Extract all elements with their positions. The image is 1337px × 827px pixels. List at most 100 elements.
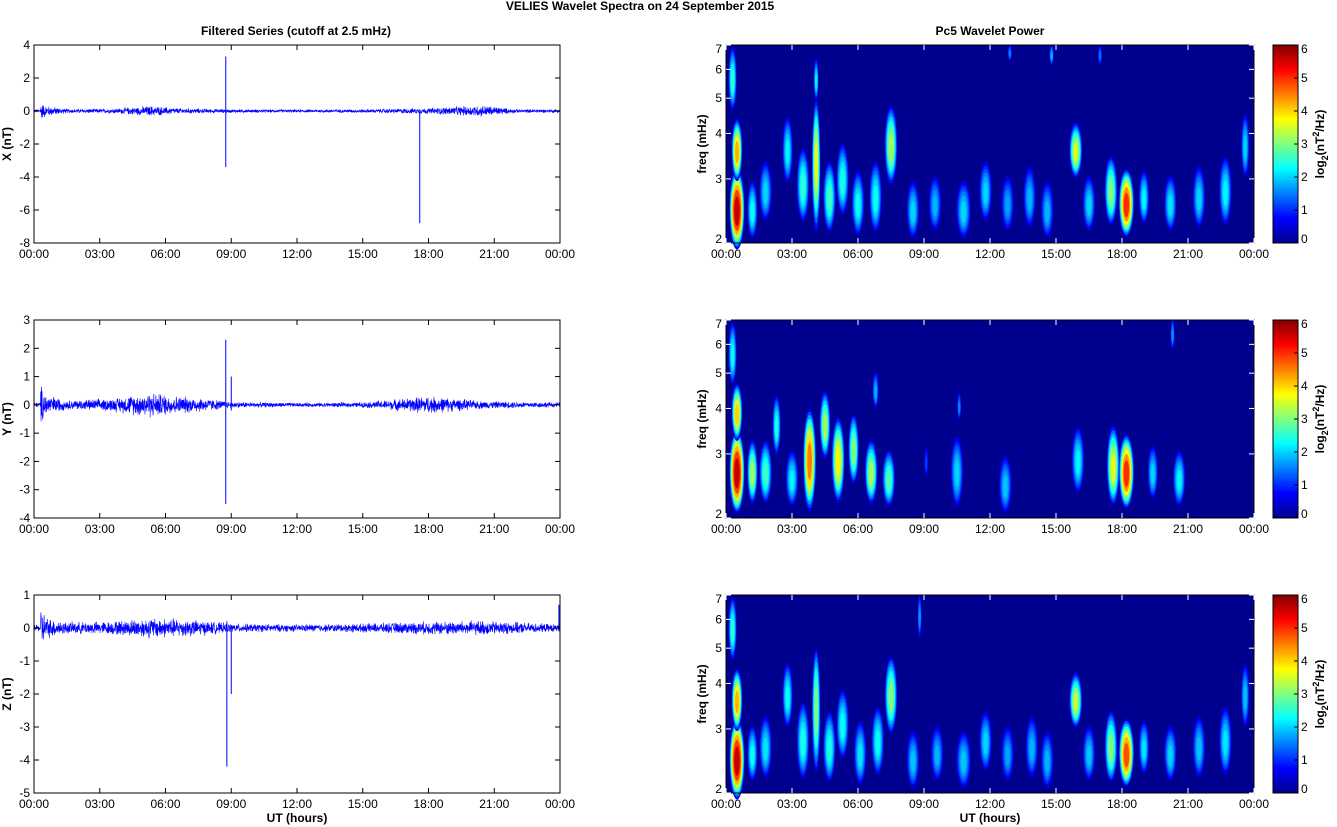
colorbar-label-part: log [1313, 435, 1327, 453]
heatmap-contour [1123, 192, 1130, 218]
heatmap-blob [1192, 716, 1206, 778]
heatmap-blob [1007, 45, 1012, 61]
heatmap-contour [1029, 737, 1035, 761]
heatmap-blob [1025, 716, 1038, 778]
heatmap-blob [957, 392, 962, 420]
x-tick-label: 21:00 [1173, 797, 1203, 811]
heatmap-contour [954, 460, 960, 488]
x-tick-label: 15:00 [348, 247, 378, 261]
colorbar-tick-label: 2 [1301, 170, 1308, 184]
panel-x-filtered-series: 4 2 0 -2 -4 -6 -8 X (nT) 00:00 03:00 06:00 09:00 12:… [0, 38, 575, 261]
heatmap-contour [918, 608, 921, 627]
series-trace-z [33, 612, 561, 640]
heatmap-blob [1023, 166, 1036, 228]
heatmap-contour [1050, 51, 1053, 60]
y-tick-label: 2 [23, 71, 30, 85]
x-tick-label: 06:00 [843, 797, 873, 811]
heatmap-contour [750, 744, 755, 766]
x-tick-label: 18:00 [413, 522, 443, 536]
x-tick-label: 06:00 [843, 247, 873, 261]
heatmap-blob [864, 438, 878, 505]
heatmap-blob [785, 450, 799, 506]
y-tick-label: 0 [23, 104, 30, 118]
heatmap-blob [979, 711, 992, 771]
y-tick-label: -3 [19, 483, 30, 497]
x-tick-label: 00:00 [711, 522, 741, 536]
heatmap-blob [1241, 663, 1250, 727]
heatmap-blob [871, 706, 884, 775]
heatmap-contour [735, 403, 739, 425]
colorbar-tick-label: 1 [1301, 753, 1308, 767]
heatmap-blob [869, 161, 882, 232]
heatmap-blob [931, 725, 944, 781]
x-tick-label: 12:00 [282, 247, 312, 261]
heatmap-blob [1164, 175, 1177, 231]
heatmap-contour [1196, 187, 1202, 211]
x-tick-label: 21:00 [479, 247, 509, 261]
heatmap-contour [873, 185, 878, 213]
colorbar-tick-label: 4 [1301, 104, 1308, 118]
heatmap-blob [1241, 113, 1250, 177]
heatmap-blob [854, 720, 867, 785]
y-tick-label: 2 [715, 782, 722, 796]
heatmap-blob [728, 322, 737, 385]
heatmap-contour [888, 682, 894, 712]
x-tick-label: 06:00 [150, 522, 180, 536]
x-tick-label: 03:00 [777, 797, 807, 811]
heatmap-blob [950, 436, 964, 507]
y-tick-label: 3 [715, 172, 722, 186]
heatmap-contour [1008, 50, 1011, 57]
colorbar-tick-label: 0 [1301, 782, 1308, 796]
heatmap-contour [958, 401, 961, 413]
heatmap-blob [1104, 156, 1118, 225]
colorbar-tick-label: 0 [1301, 507, 1308, 521]
y-tick-label: -2 [19, 687, 30, 701]
colorbar-tick-label: 3 [1301, 687, 1308, 701]
x-tick-label: 21:00 [479, 797, 509, 811]
y-axis-label: X (nT) [0, 127, 14, 161]
heatmap-contour [840, 712, 845, 740]
heatmap-contour [888, 132, 894, 162]
heatmap-blob [1173, 450, 1186, 506]
heatmap-blob [796, 148, 810, 222]
heatmap-contour [1110, 452, 1116, 483]
heatmap-contour [1150, 464, 1155, 485]
heatmap-blob [1041, 730, 1054, 789]
y-tick-label: 5 [715, 91, 722, 105]
y-tick-label: 2 [715, 232, 722, 246]
x-tick-label: 09:00 [909, 797, 939, 811]
x-tick-label: 12:00 [975, 797, 1005, 811]
x-tick-label: 12:00 [975, 522, 1005, 536]
x-tick-label: 15:00 [348, 522, 378, 536]
heatmap-blob [731, 668, 743, 732]
y-tick-label: 0 [23, 621, 30, 635]
x-tick-label: 09:00 [216, 797, 246, 811]
colorbar-label-part: log [1313, 160, 1327, 178]
heatmap-blob [1219, 156, 1232, 225]
colorbar-tick-label: 5 [1301, 71, 1308, 85]
y-tick-label: 4 [715, 126, 722, 140]
heatmap-contour [800, 727, 806, 758]
heatmap-contour [960, 750, 967, 773]
heatmap-contour [731, 68, 735, 93]
heatmap-contour [735, 690, 739, 714]
y-tick-label: 0 [23, 398, 30, 412]
heatmap-blob [1147, 445, 1158, 499]
heatmap-blob [759, 441, 772, 503]
y-tick-label: 4 [23, 38, 30, 52]
heatmap-contour [1223, 729, 1228, 756]
heatmap-contour [731, 343, 735, 368]
y-axis-label: Z (nT) [0, 677, 14, 710]
heatmap-contour [934, 744, 940, 766]
x-tick-label: 00:00 [545, 247, 575, 261]
y-axis-label: freq (mHz) [695, 114, 709, 173]
x-tick-label: 03:00 [85, 522, 115, 536]
heatmap-blob [1069, 672, 1083, 728]
heatmap-blob [1001, 175, 1014, 231]
heatmap-blob [747, 725, 758, 781]
heatmap-contour [1171, 328, 1174, 342]
heatmap-contour [886, 469, 892, 491]
heatmap-blob [1138, 170, 1150, 224]
colorbar-tick-label: 6 [1301, 592, 1308, 606]
